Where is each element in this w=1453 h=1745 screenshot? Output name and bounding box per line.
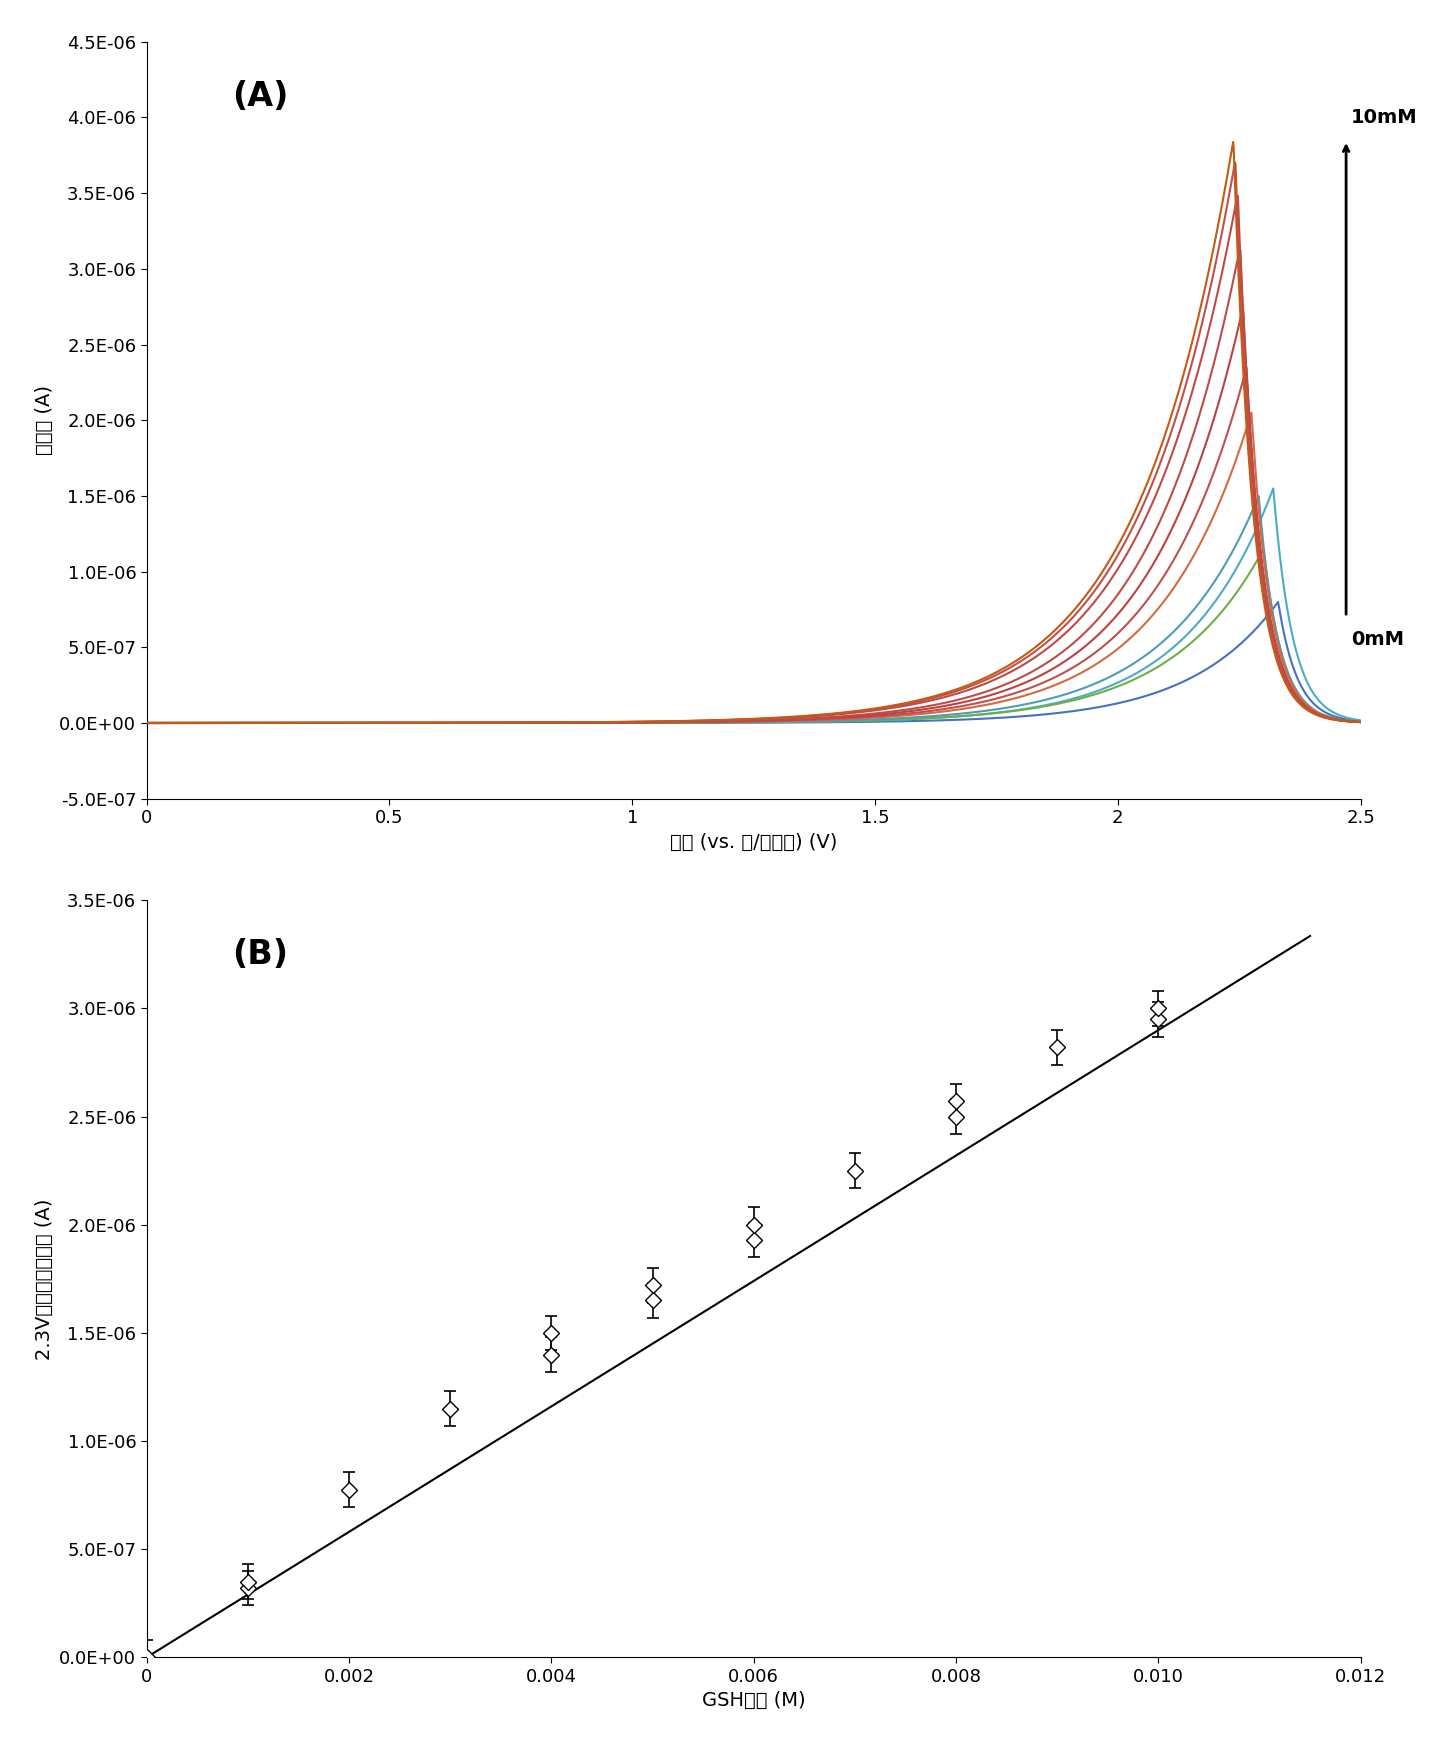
X-axis label: GSH濃度 (M): GSH濃度 (M) xyxy=(702,1691,805,1710)
Text: 10mM: 10mM xyxy=(1351,108,1418,127)
Text: (B): (B) xyxy=(231,939,288,972)
X-axis label: 電位 (vs. 銀/塩化銀) (V): 電位 (vs. 銀/塩化銀) (V) xyxy=(670,832,837,852)
Text: (A): (A) xyxy=(231,80,288,113)
Y-axis label: 電流値 (A): 電流値 (A) xyxy=(35,386,54,455)
Text: 0mM: 0mM xyxy=(1351,630,1404,649)
Y-axis label: 2.3Vにおける電流値 (A): 2.3Vにおける電流値 (A) xyxy=(35,1199,54,1359)
